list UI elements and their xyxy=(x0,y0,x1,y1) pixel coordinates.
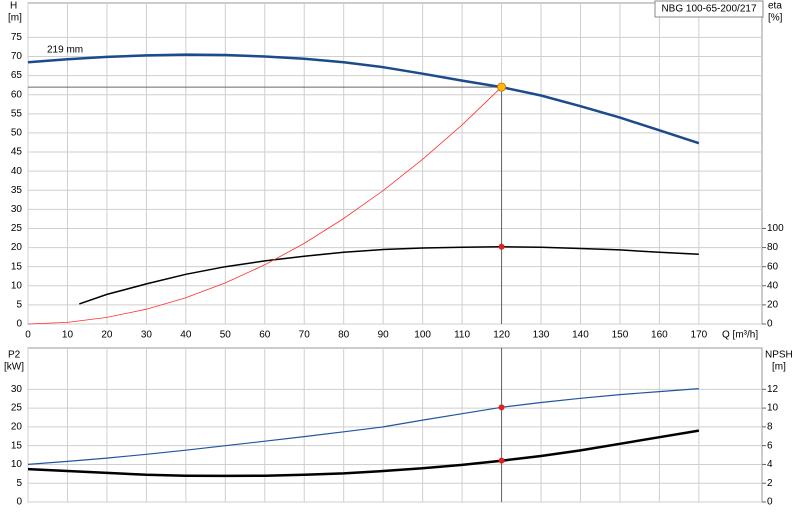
y-tick-label: 35 xyxy=(11,185,23,196)
x-tick-label: 150 xyxy=(612,330,629,341)
y-tick-label: 20 xyxy=(11,242,23,253)
duty-point xyxy=(498,404,505,411)
title-box xyxy=(654,0,764,18)
y-tick-label: 25 xyxy=(11,403,23,414)
y-tick-label: 15 xyxy=(11,261,23,272)
duty-point xyxy=(498,243,505,250)
x-tick-label: 160 xyxy=(651,330,668,341)
y2-label: NPSH xyxy=(765,350,793,361)
y2-tick-label: 60 xyxy=(767,261,779,272)
x-tick-label: 40 xyxy=(180,330,192,341)
y2-label: eta xyxy=(768,1,782,12)
y2-tick-label: 20 xyxy=(767,300,779,311)
y-unit: [m] xyxy=(8,13,22,24)
y-tick-label: 65 xyxy=(11,70,23,81)
x-tick-label: 70 xyxy=(299,330,311,341)
x-label: Q [m³/h] xyxy=(722,330,758,341)
y-label: P2 xyxy=(8,350,21,361)
x-tick-label: 110 xyxy=(454,330,470,341)
y-tick-label: 60 xyxy=(11,89,23,100)
y2-tick-label: 2 xyxy=(767,478,773,489)
series-line xyxy=(79,246,699,305)
series-line xyxy=(27,86,502,325)
y-unit: [kW] xyxy=(4,362,24,373)
y-tick-label: 25 xyxy=(11,223,23,234)
y-tick-label: 10 xyxy=(11,459,23,470)
x-tick-label: 170 xyxy=(691,330,708,341)
y-tick-label: 5 xyxy=(16,478,22,489)
x-tick-label: 130 xyxy=(533,330,550,341)
y-tick-label: 75 xyxy=(11,32,23,43)
y-tick-label: 30 xyxy=(11,384,23,395)
y2-tick-label: 100 xyxy=(767,223,784,234)
y-tick-label: 50 xyxy=(11,128,23,139)
y2-tick-label: 0 xyxy=(767,319,773,330)
y-tick-label: 0 xyxy=(16,319,22,330)
y2-tick-label: 80 xyxy=(767,242,779,253)
y-label: H xyxy=(10,1,17,12)
y2-unit: [m] xyxy=(772,362,786,373)
y-tick-label: 15 xyxy=(11,440,23,451)
x-tick-label: 80 xyxy=(338,330,350,341)
duty-point xyxy=(498,457,505,464)
y2-tick-label: 10 xyxy=(767,403,779,414)
series-line xyxy=(27,53,700,145)
y2-unit: [%] xyxy=(768,13,783,24)
y2-tick-label: 8 xyxy=(767,422,773,433)
y-tick-label: 20 xyxy=(11,422,23,433)
y-tick-label: 30 xyxy=(11,204,23,215)
y2-tick-label: 40 xyxy=(767,280,779,291)
series-line xyxy=(27,429,700,478)
y-tick-label: 40 xyxy=(11,166,23,177)
x-tick-label: 50 xyxy=(220,330,232,341)
x-tick-label: 100 xyxy=(414,330,431,341)
y2-tick-label: 6 xyxy=(767,440,773,451)
y-tick-label: 55 xyxy=(11,108,23,119)
chart-title: NBG 100-65-200/217 xyxy=(661,4,757,15)
y-tick-label: 5 xyxy=(16,300,22,311)
y2-tick-label: 4 xyxy=(767,459,773,470)
y-tick-label: 10 xyxy=(11,280,23,291)
plot-area xyxy=(27,2,763,325)
y2-tick-label: 0 xyxy=(767,497,773,508)
x-tick-label: 90 xyxy=(378,330,390,341)
y-tick-label: 70 xyxy=(11,51,23,62)
series-line xyxy=(27,388,699,465)
x-tick-label: 140 xyxy=(572,330,589,341)
y-tick-label: 0 xyxy=(16,497,22,508)
x-tick-label: 60 xyxy=(259,330,271,341)
x-tick-label: 30 xyxy=(141,330,153,341)
y2-tick-label: 12 xyxy=(767,384,779,395)
x-tick-label: 10 xyxy=(62,330,74,341)
y-tick-label: 45 xyxy=(11,147,23,158)
x-tick-label: 0 xyxy=(25,330,31,341)
duty-point xyxy=(497,82,507,92)
annotation: 219 mm xyxy=(47,45,83,56)
x-tick-label: 120 xyxy=(493,330,510,341)
x-tick-label: 20 xyxy=(101,330,113,341)
